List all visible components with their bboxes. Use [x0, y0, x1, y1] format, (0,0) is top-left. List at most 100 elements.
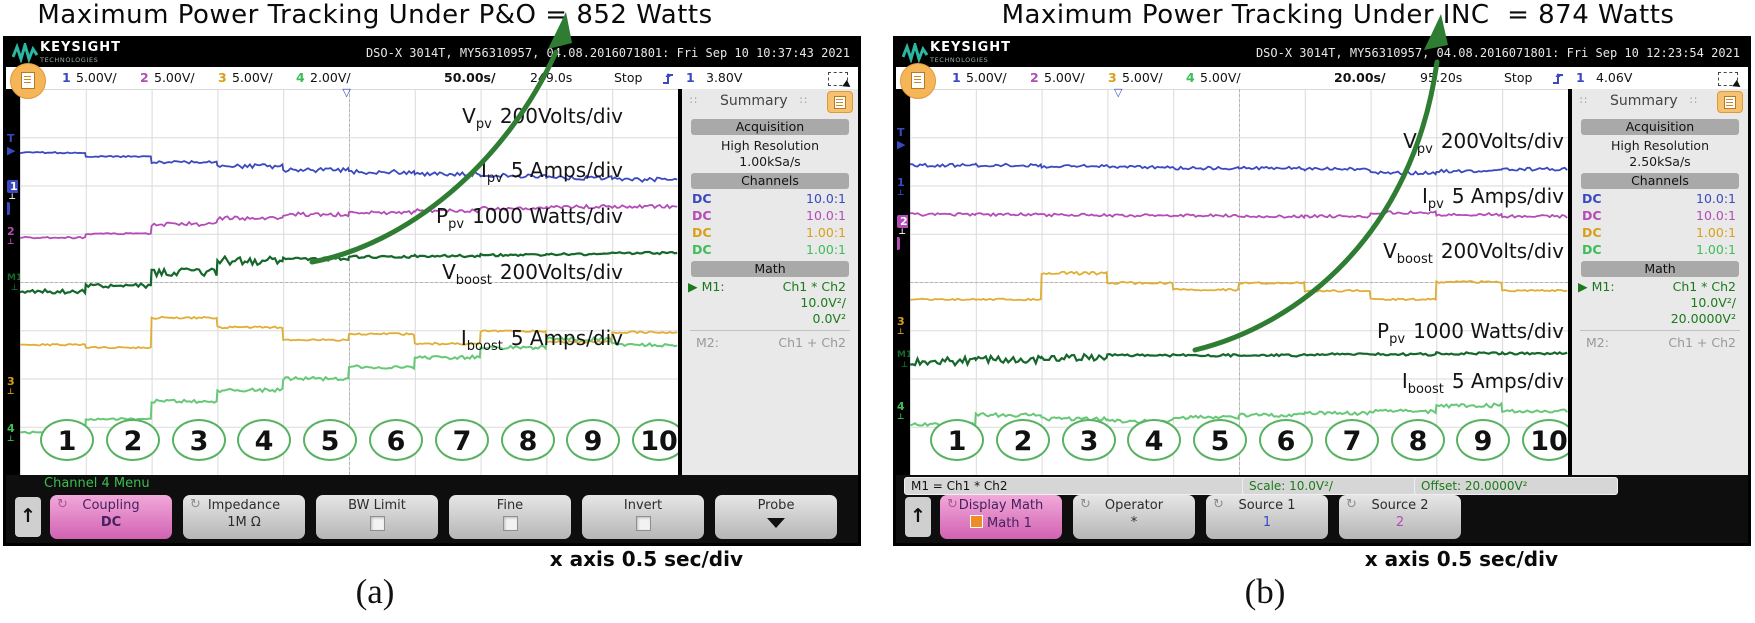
segment-circle-2: 2: [996, 419, 1050, 461]
ch2-ground-marker: 2 ⊥: [897, 215, 908, 250]
checkbox-icon: [502, 516, 518, 531]
segment-circle-6: 6: [369, 419, 423, 461]
summary-sidebar-b: ∷ Summary ∷ Acquisition High Resolution …: [1568, 89, 1748, 475]
trigger-level-marker: T: [7, 132, 15, 145]
x-axis-note-a: x axis 0.5 sec/div: [549, 547, 743, 571]
segment-circle-9: 9: [566, 419, 620, 461]
cycle-icon: ↻: [190, 497, 201, 512]
math-scale-readout: Scale: 10.0V²/: [1242, 477, 1422, 495]
summary-sidebar-a: ∷ Summary ∷ Acquisition High Resolution …: [678, 89, 858, 475]
selection-box-icon: [1718, 72, 1738, 86]
sample-rate: 1.00kSa/s: [739, 154, 801, 169]
cycle-icon: ↻: [1213, 497, 1224, 512]
center-vertical-gridline: [349, 89, 350, 475]
ch3-ground-marker: 3 ⊥: [897, 315, 905, 337]
timebase-readout[interactable]: 20.00s/: [1334, 70, 1386, 85]
trigger-source[interactable]: 1: [1576, 70, 1585, 85]
segment-circle-6: 6: [1259, 419, 1313, 461]
graticule-b: ▽ Vpv 200Volts/div Ipv 5 Amps/div Vboost 20…: [910, 86, 1576, 475]
segment-circle-4: 4: [237, 419, 291, 461]
model-status-line: DSO-X 3014T, MY56310957, 04.08.201607180…: [1255, 46, 1740, 60]
softkey-operator[interactable]: ↻ Operator *: [1073, 495, 1195, 539]
drag-handle-icon[interactable]: ∷: [690, 94, 697, 107]
ch3-number[interactable]: 3: [1108, 70, 1117, 85]
ch3-number[interactable]: 3: [218, 70, 227, 85]
softkey-fine[interactable]: Fine: [449, 495, 571, 539]
ch3-scale[interactable]: 5.00V/: [1122, 70, 1163, 85]
segment-circle-4: 4: [1127, 419, 1181, 461]
menu-icon[interactable]: [10, 63, 46, 99]
acquisition-mode: High Resolution: [1610, 138, 1710, 153]
panel-a: Maximum Power Tracking Under P&O = 852 W…: [0, 0, 868, 623]
run-state: Stop: [1504, 70, 1533, 85]
divider: [690, 330, 850, 331]
timebase-readout[interactable]: 50.00s/: [444, 70, 496, 85]
softkey-invert[interactable]: Invert: [582, 495, 704, 539]
trace-label-ppv: Ppv 1000 Watts/div: [436, 204, 623, 232]
trigger-level-marker: T: [897, 126, 905, 139]
ch4-scale[interactable]: 5.00V/: [1200, 70, 1241, 85]
softkey-display-math[interactable]: ↻ Display Math Math 1: [940, 495, 1062, 539]
segment-circle-7: 7: [435, 419, 489, 461]
ch2-scale[interactable]: 5.00V/: [154, 70, 195, 85]
graticule-a: ▽ Vpv 200Volts/div Ipv 5 Amps/div Ppv 1000 …: [20, 86, 686, 475]
ch2-number[interactable]: 2: [140, 70, 149, 85]
selection-box-icon: [828, 72, 848, 86]
down-arrow-icon: [767, 518, 785, 528]
menu-icon[interactable]: [900, 63, 936, 99]
menu-back-button[interactable]: ↑: [15, 497, 41, 537]
acquisition-header: Acquisition: [691, 119, 849, 135]
ch3-ground-marker: 3 ⊥: [7, 375, 15, 397]
trigger-position-icon[interactable]: ▽: [1113, 86, 1123, 99]
cycle-icon: ↻: [1346, 497, 1357, 512]
segment-circle-3: 3: [1062, 419, 1116, 461]
ch3-scale[interactable]: 5.00V/: [232, 70, 273, 85]
segment-circle-10: 10: [1522, 419, 1576, 461]
menu-title: Channel 4 Menu: [44, 476, 150, 491]
segment-circle-10: 10: [632, 419, 686, 461]
ch1-scale[interactable]: 5.00V/: [966, 70, 1007, 85]
trigger-arrow-icon: ▶: [7, 144, 16, 157]
ch4-number[interactable]: 4: [296, 70, 305, 85]
delay-readout[interactable]: 95.20s: [1420, 70, 1463, 85]
ch2-ground-marker: 2 ⊥: [7, 225, 15, 247]
keysight-logo-icon: [12, 43, 38, 63]
trigger-arrow-icon: ▶: [897, 138, 906, 151]
ch1-number[interactable]: 1: [62, 70, 71, 85]
ch1-scale[interactable]: 5.00V/: [76, 70, 117, 85]
ch4-ground-marker: 4 ⊥: [897, 400, 905, 422]
softkey-impedance[interactable]: ↻ Impedance 1M Ω: [183, 495, 305, 539]
panel-b: Maximum Power Tracking Under INC = 874 W…: [888, 0, 1755, 623]
ch4-number[interactable]: 4: [1186, 70, 1195, 85]
drag-handle-icon[interactable]: ∷: [1690, 94, 1697, 107]
ch2-scale[interactable]: 5.00V/: [1044, 70, 1085, 85]
panel-a-title: Maximum Power Tracking Under P&O = 852 W…: [37, 0, 713, 30]
trigger-level[interactable]: 3.80V: [706, 70, 743, 85]
ch1-number[interactable]: 1: [952, 70, 961, 85]
brand-sub: TECHNOLOGIES: [40, 56, 99, 64]
ch2-number[interactable]: 2: [1030, 70, 1039, 85]
menu-back-button[interactable]: ↑: [905, 497, 931, 537]
channels-header: Channels: [691, 173, 849, 189]
drag-handle-icon[interactable]: ∷: [1580, 94, 1587, 107]
math-offset-readout: Offset: 20.0000V²: [1414, 477, 1618, 495]
trace-label-ppv: Ppv 1000 Watts/div: [1377, 319, 1564, 347]
channel-marker-strip: T ▶ 1 ⊥ 2 ⊥ M1 ⊥ 3 ⊥ 4 ⊥: [6, 89, 22, 475]
softkey-coupling[interactable]: ↻ Coupling DC: [50, 495, 172, 539]
trigger-level[interactable]: 4.06V: [1596, 70, 1633, 85]
delay-readout[interactable]: 249.0s: [530, 70, 573, 85]
drag-handle-icon[interactable]: ∷: [800, 94, 807, 107]
softkey-bw-limit[interactable]: BW Limit: [316, 495, 438, 539]
sidebar-menu-button[interactable]: [827, 91, 853, 113]
acquisition-mode: High Resolution: [720, 138, 820, 153]
sidebar-menu-button[interactable]: [1717, 91, 1743, 113]
segment-circle-5: 5: [303, 419, 357, 461]
brand-name: KEYSIGHT TECHNOLOGIES: [40, 41, 121, 67]
x-axis-note-b: x axis 0.5 sec/div: [1364, 547, 1558, 571]
trigger-source[interactable]: 1: [686, 70, 695, 85]
softkey-probe[interactable]: Probe: [715, 495, 837, 539]
segment-circle-8: 8: [501, 419, 555, 461]
trace-label-vpv: Vpv 200Volts/div: [1403, 129, 1564, 157]
